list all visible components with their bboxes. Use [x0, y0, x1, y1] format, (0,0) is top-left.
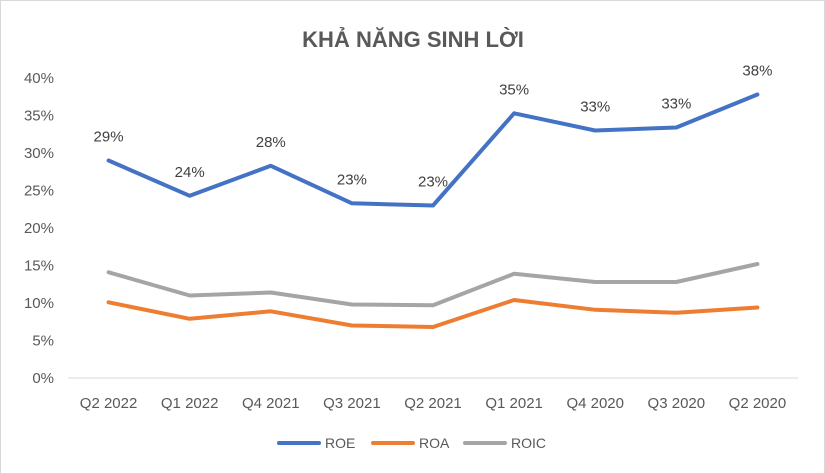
series-line-roe: [106, 92, 760, 208]
x-tick-label: Q2 2020: [729, 395, 787, 412]
x-tick-label: Q1 2022: [161, 395, 219, 412]
data-label-roe: 35%: [499, 81, 529, 98]
data-label-roe: 33%: [580, 99, 610, 116]
data-labels: 29% 24% 28% 23% 23% 35% 33% 33% 38%: [94, 63, 773, 191]
x-tick-label: Q2 2022: [80, 395, 138, 412]
series-line-roa: [106, 298, 760, 329]
x-tick-label: Q4 2021: [242, 395, 300, 412]
legend-label-roa: ROA: [419, 435, 450, 451]
legend-label-roic: ROIC: [511, 435, 546, 451]
y-tick-label: 10%: [24, 295, 54, 312]
x-tick-label: Q2 2021: [404, 395, 462, 412]
data-label-roe: 33%: [661, 96, 691, 113]
x-axis: Q2 2022 Q1 2022 Q4 2021 Q3 2021 Q2 2021 Q1 20…: [80, 395, 786, 412]
y-tick-label: 20%: [24, 220, 54, 237]
y-tick-label: 40%: [24, 70, 54, 87]
data-label-roe: 23%: [418, 174, 448, 191]
data-label-roe: 38%: [742, 63, 772, 80]
data-label-roe: 23%: [337, 171, 367, 188]
x-tick-label: Q3 2021: [323, 395, 381, 412]
series-line-roic: [106, 262, 760, 308]
legend-label-roe: ROE: [325, 435, 355, 451]
y-tick-label: 5%: [32, 333, 54, 350]
y-axis: 0% 5% 10% 15% 20% 25% 30% 35% 40%: [24, 70, 54, 387]
y-tick-label: 0%: [32, 370, 54, 387]
y-tick-label: 15%: [24, 258, 54, 275]
data-label-roe: 28%: [256, 134, 286, 151]
data-label-roe: 24%: [175, 164, 205, 181]
y-tick-label: 25%: [24, 183, 54, 200]
legend: ROE ROA ROIC: [277, 435, 546, 451]
chart-title: KHẢ NĂNG SINH LỜI: [302, 27, 524, 52]
y-tick-label: 30%: [24, 145, 54, 162]
x-tick-label: Q1 2021: [485, 395, 543, 412]
x-tick-label: Q4 2020: [566, 395, 624, 412]
data-label-roe: 29%: [94, 129, 124, 146]
series-layer: [106, 92, 760, 329]
y-tick-label: 35%: [24, 108, 54, 125]
x-tick-label: Q3 2020: [648, 395, 706, 412]
